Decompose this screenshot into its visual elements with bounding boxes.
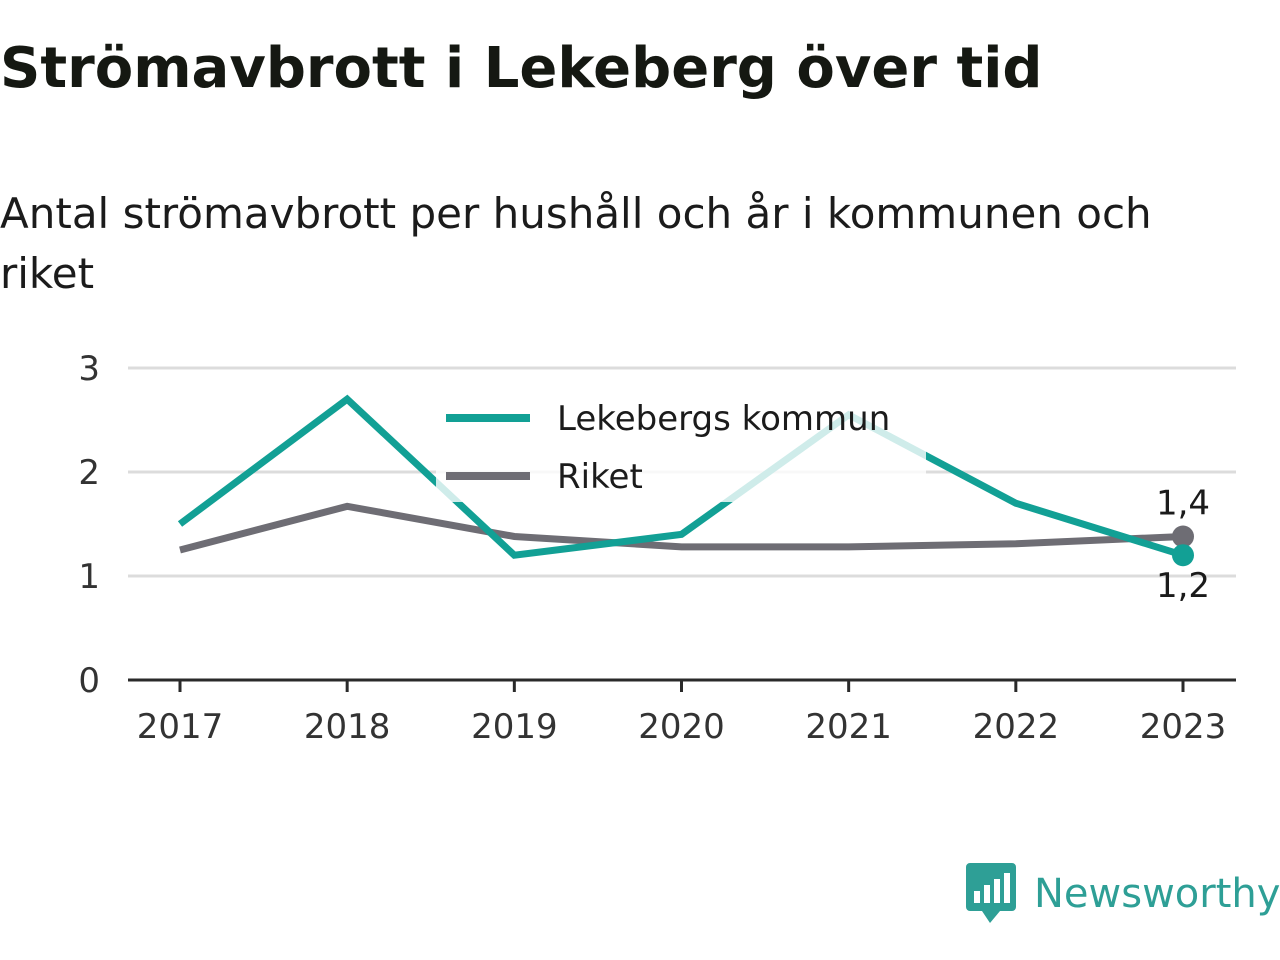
y-axis: 0 1 2 3: [78, 349, 100, 701]
end-label-lekebergs-kommun: 1,2: [1156, 566, 1210, 606]
series-line-riket: [179, 502, 1184, 554]
y-tick-label-2: 2: [78, 453, 100, 493]
y-tick-label-0: 0: [78, 661, 100, 701]
end-point-riket: [1172, 525, 1194, 548]
brand: Newsworthy: [966, 862, 1280, 926]
newsworthy-logo-icon: [966, 863, 1016, 923]
x-tick-label-2021: 2021: [805, 707, 892, 747]
x-tick-label-2018: 2018: [304, 707, 391, 747]
legend: Lekebergs kommun Riket: [436, 392, 926, 502]
legend-label-lekebergs-kommun: Lekebergs kommun: [557, 399, 890, 439]
legend-background: [436, 392, 926, 502]
end-point-lekebergs-kommun: [1172, 544, 1194, 567]
series-line-lekebergs-kommun: [177, 394, 1185, 559]
x-tick-label-2023: 2023: [1140, 707, 1227, 747]
x-tick-label-2019: 2019: [471, 707, 558, 747]
end-points: 1,2 1,4: [1156, 483, 1210, 606]
y-tick-label-3: 3: [78, 349, 100, 389]
legend-label-riket: Riket: [557, 457, 643, 497]
chart-title: Strömavbrott i Lekeberg över tid: [0, 36, 1043, 101]
x-axis: 2017 2018 2019 2020 2021 2022 2023: [128, 678, 1236, 747]
x-tick-label-2017: 2017: [137, 707, 224, 747]
x-tick-label-2022: 2022: [973, 707, 1060, 747]
series-lines: [177, 394, 1185, 559]
x-tick-label-2020: 2020: [638, 707, 725, 747]
brand-name: Newsworthy: [1034, 871, 1280, 917]
chart-subtitle: Antal strömavbrott per hushåll och år i …: [0, 189, 1152, 298]
end-label-riket: 1,4: [1156, 483, 1210, 523]
y-tick-label-1: 1: [78, 557, 100, 597]
